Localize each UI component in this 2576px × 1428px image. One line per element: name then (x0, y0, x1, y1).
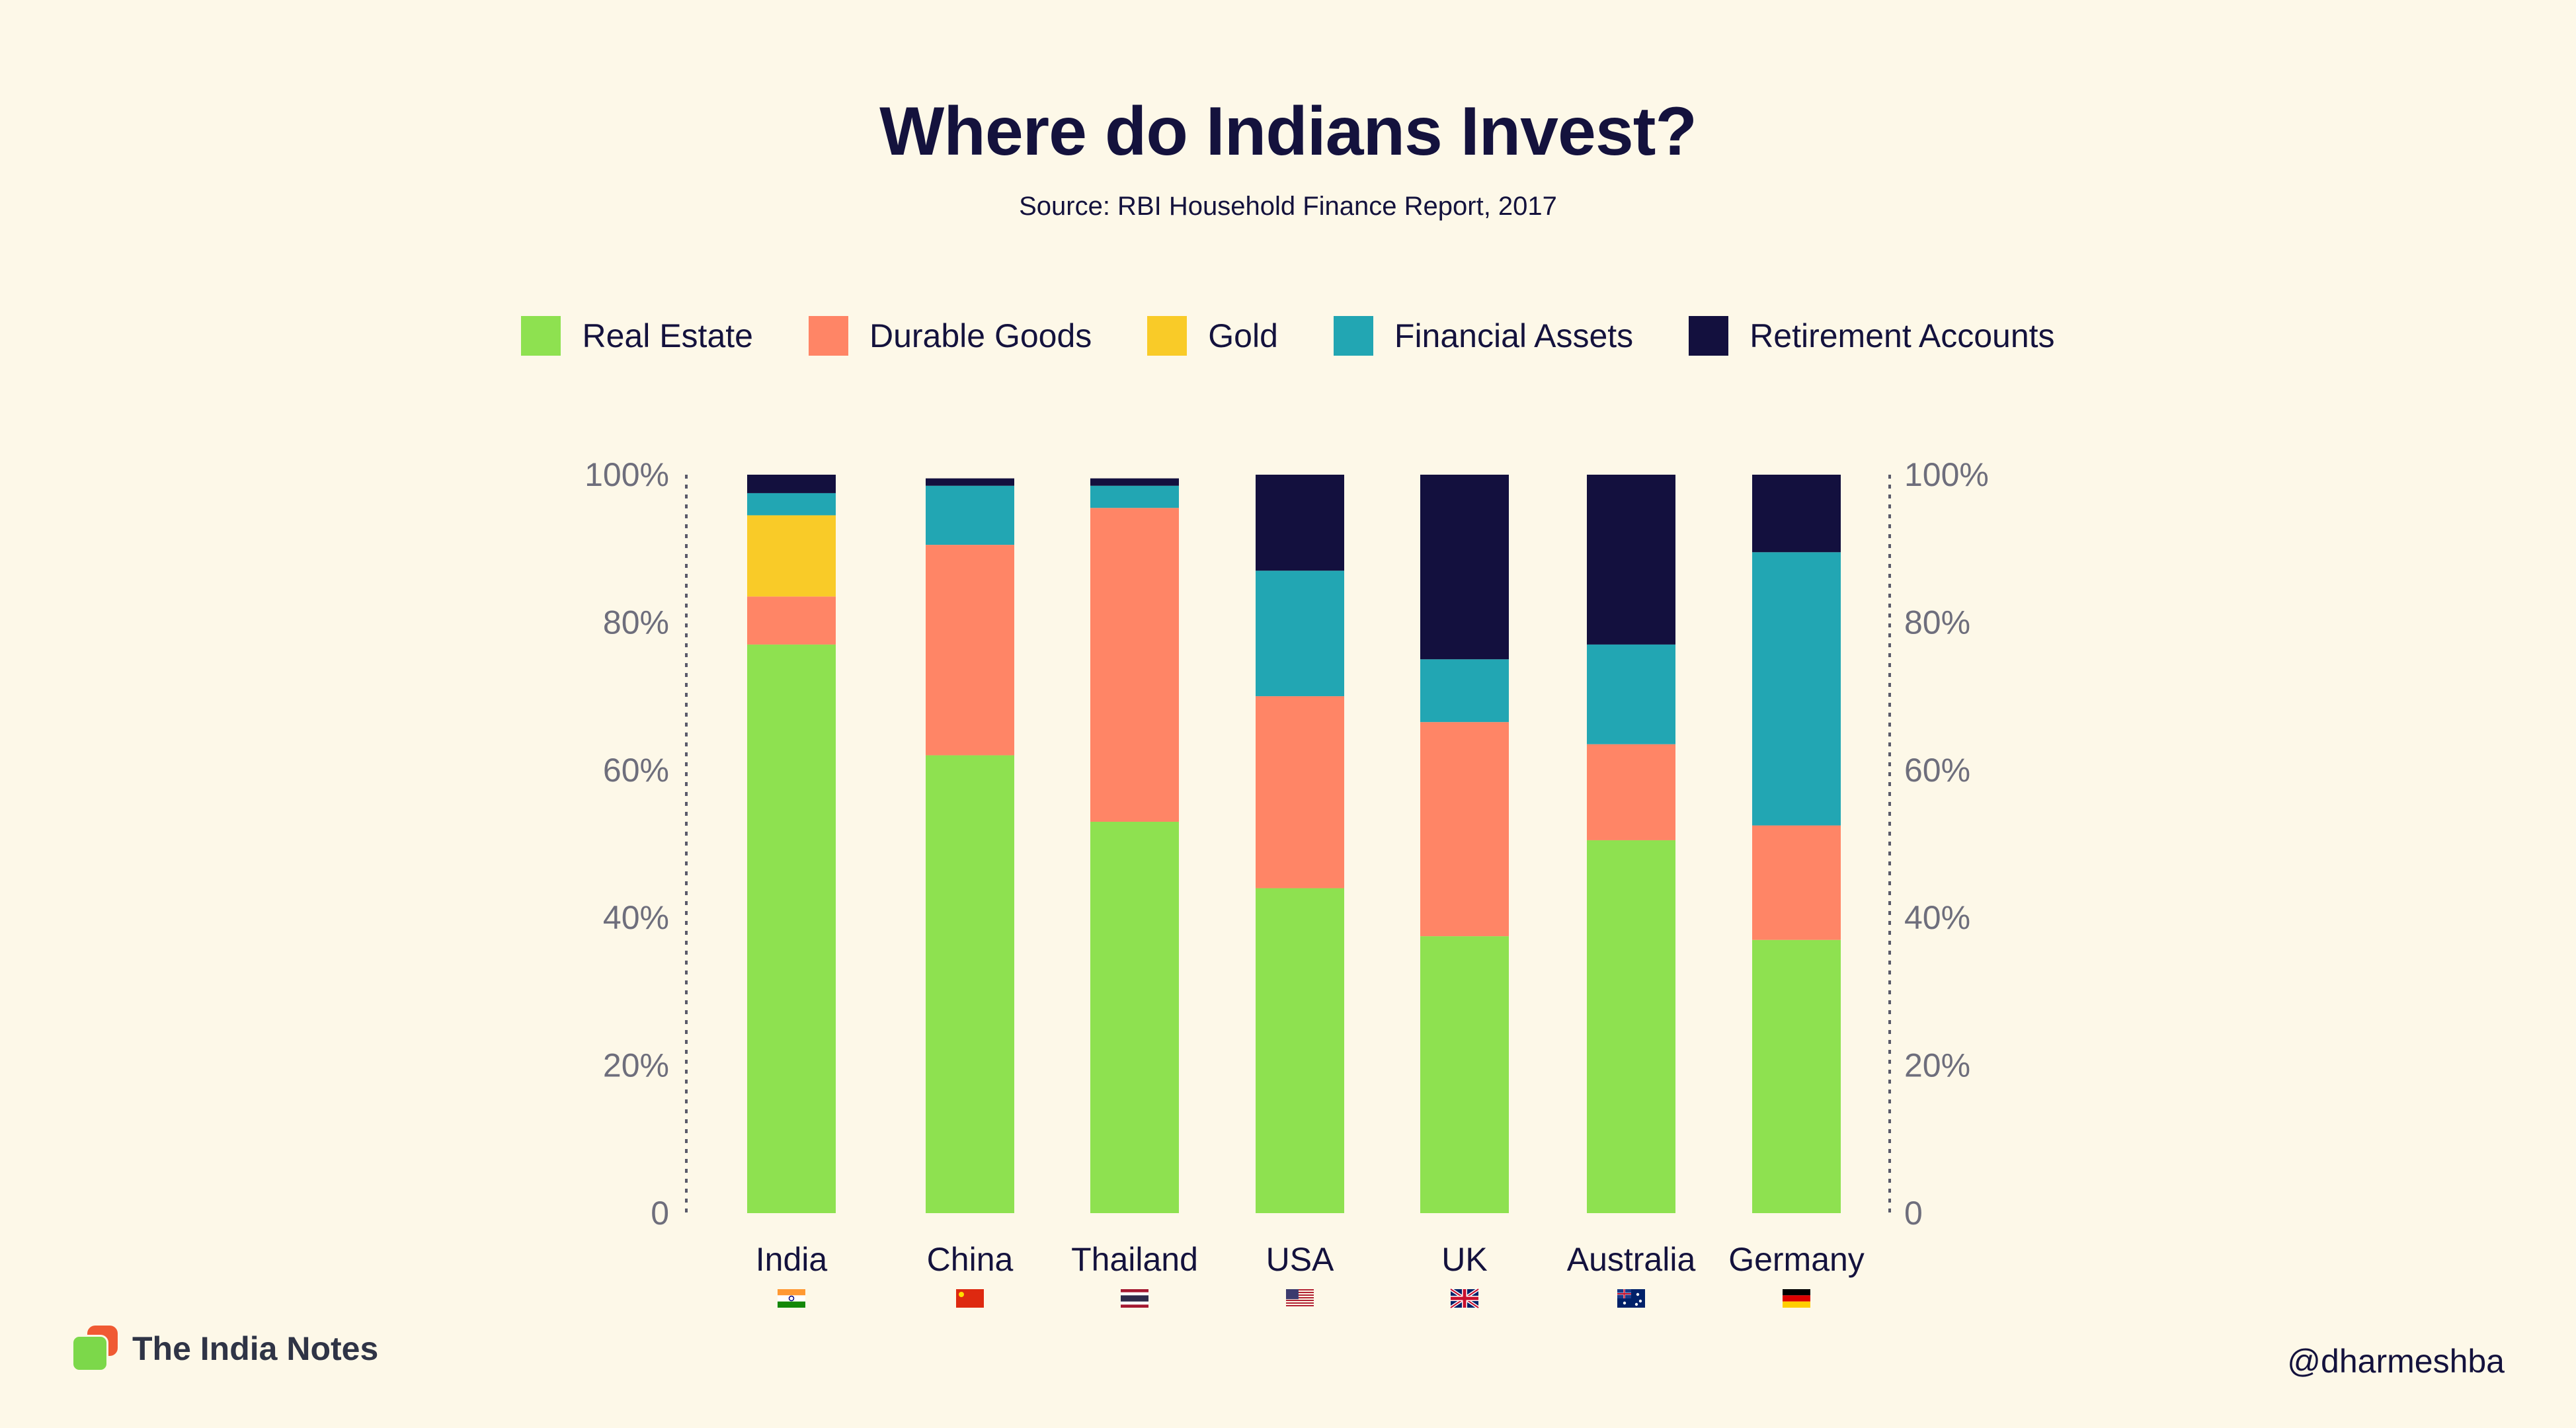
bar-uk-real-estate (1420, 936, 1509, 1213)
bar-thailand-retirement-accounts (1090, 478, 1179, 486)
bar-uk-financial-assets (1420, 659, 1509, 723)
bar-china-retirement-accounts (926, 478, 1014, 486)
bar-stack-china (926, 478, 1014, 1213)
thailand-flag-icon (1121, 1289, 1148, 1308)
legend-label: Real Estate (582, 317, 753, 354)
bar-stack-thailand (1090, 478, 1179, 1213)
bar-china-real-estate (926, 755, 1014, 1213)
x-tick-label: Australia (1567, 1241, 1696, 1278)
australia-flag-icon (1617, 1289, 1645, 1308)
right-y-tick-label: 20% (1904, 1047, 1970, 1084)
usa-flag-icon (1286, 1289, 1314, 1306)
x-tick-label: India (756, 1241, 828, 1278)
legend-item-gold: Gold (1147, 316, 1278, 356)
left-y-tick-label: 0 (651, 1195, 669, 1232)
bar-india-financial-assets (747, 493, 836, 516)
bar-india-gold (747, 515, 836, 597)
bar-stack-india (747, 475, 836, 1213)
left-y-tick-label: 60% (603, 752, 669, 789)
uk-flag-icon (1449, 1287, 1480, 1310)
brand: The India Notes (71, 1326, 378, 1372)
bar-germany-durable-goods (1752, 825, 1841, 940)
bar-australia-financial-assets (1587, 644, 1675, 744)
bar-germany-real-estate (1752, 939, 1841, 1213)
bar-germany-financial-assets (1752, 552, 1841, 826)
bar-stack-usa (1256, 475, 1344, 1213)
x-tick-label: Germany (1728, 1241, 1865, 1278)
legend-label: Retirement Accounts (1750, 317, 2055, 354)
legend-label: Financial Assets (1394, 317, 1634, 354)
bar-usa-retirement-accounts (1256, 475, 1344, 571)
author-handle: @dharmeshba (2287, 1343, 2505, 1380)
bar-china-financial-assets (926, 485, 1014, 545)
legend-item-financial-assets: Financial Assets (1333, 316, 1634, 356)
chart-title: Where do Indians Invest? (879, 93, 1697, 170)
brand-name: The India Notes (132, 1330, 379, 1367)
chart-legend: Real Estate Durable Goods Gold Financial As… (0, 316, 2576, 356)
bar-uk-retirement-accounts (1420, 475, 1509, 660)
chart-subtitle: Source: RBI Household Finance Report, 20… (1019, 192, 1557, 221)
left-y-tick-label: 100% (584, 456, 669, 493)
legend-swatch-real-estate (521, 316, 561, 356)
legend-swatch-gold (1147, 316, 1187, 356)
china-flag-icon (956, 1289, 984, 1308)
right-y-tick-label: 40% (1904, 899, 1970, 936)
bar-thailand-real-estate (1090, 821, 1179, 1213)
legend-swatch-financial-assets (1333, 316, 1373, 356)
bar-uk-durable-goods (1420, 722, 1509, 937)
bar-australia-durable-goods (1587, 744, 1675, 840)
bar-usa-financial-assets (1256, 571, 1344, 697)
right-y-tick-label: 80% (1904, 604, 1970, 641)
bar-australia-real-estate (1587, 840, 1675, 1213)
india-flag-icon (778, 1289, 805, 1308)
left-y-tick-label: 40% (603, 899, 669, 936)
bar-stack-australia (1587, 475, 1675, 1213)
germany-flag-icon (1783, 1289, 1810, 1308)
bar-india-real-estate (747, 644, 836, 1213)
legend-item-retirement-accounts: Retirement Accounts (1689, 316, 2055, 356)
legend-swatch-durable-goods (808, 316, 848, 356)
legend-swatch-retirement-accounts (1689, 316, 1729, 356)
x-tick-label: UK (1441, 1241, 1487, 1278)
legend-label: Durable Goods (869, 317, 1092, 354)
x-tick-label: Thailand (1071, 1241, 1198, 1278)
bar-stack-uk (1420, 475, 1509, 1213)
left-y-tick-label: 20% (603, 1047, 669, 1084)
bar-thailand-durable-goods (1090, 508, 1179, 822)
bar-usa-durable-goods (1256, 696, 1344, 889)
bar-germany-retirement-accounts (1752, 475, 1841, 553)
legend-label: Gold (1208, 317, 1278, 354)
bar-australia-retirement-accounts (1587, 475, 1675, 645)
bar-china-durable-goods (926, 545, 1014, 756)
x-tick-label: USA (1266, 1241, 1334, 1278)
bar-thailand-financial-assets (1090, 485, 1179, 508)
legend-item-real-estate: Real Estate (521, 316, 753, 356)
bar-stack-germany (1752, 475, 1841, 1213)
legend-item-durable-goods: Durable Goods (808, 316, 1092, 356)
bar-usa-real-estate (1256, 888, 1344, 1213)
bar-india-durable-goods (747, 596, 836, 645)
x-tick-label: China (927, 1241, 1014, 1278)
right-y-tick-label: 100% (1904, 456, 1989, 493)
stacked-squares-logo-icon (71, 1326, 118, 1372)
right-y-tick-label: 0 (1904, 1195, 1923, 1232)
left-y-tick-label: 80% (603, 604, 669, 641)
bar-india-retirement-accounts (747, 475, 836, 493)
right-y-tick-label: 60% (1904, 752, 1970, 789)
